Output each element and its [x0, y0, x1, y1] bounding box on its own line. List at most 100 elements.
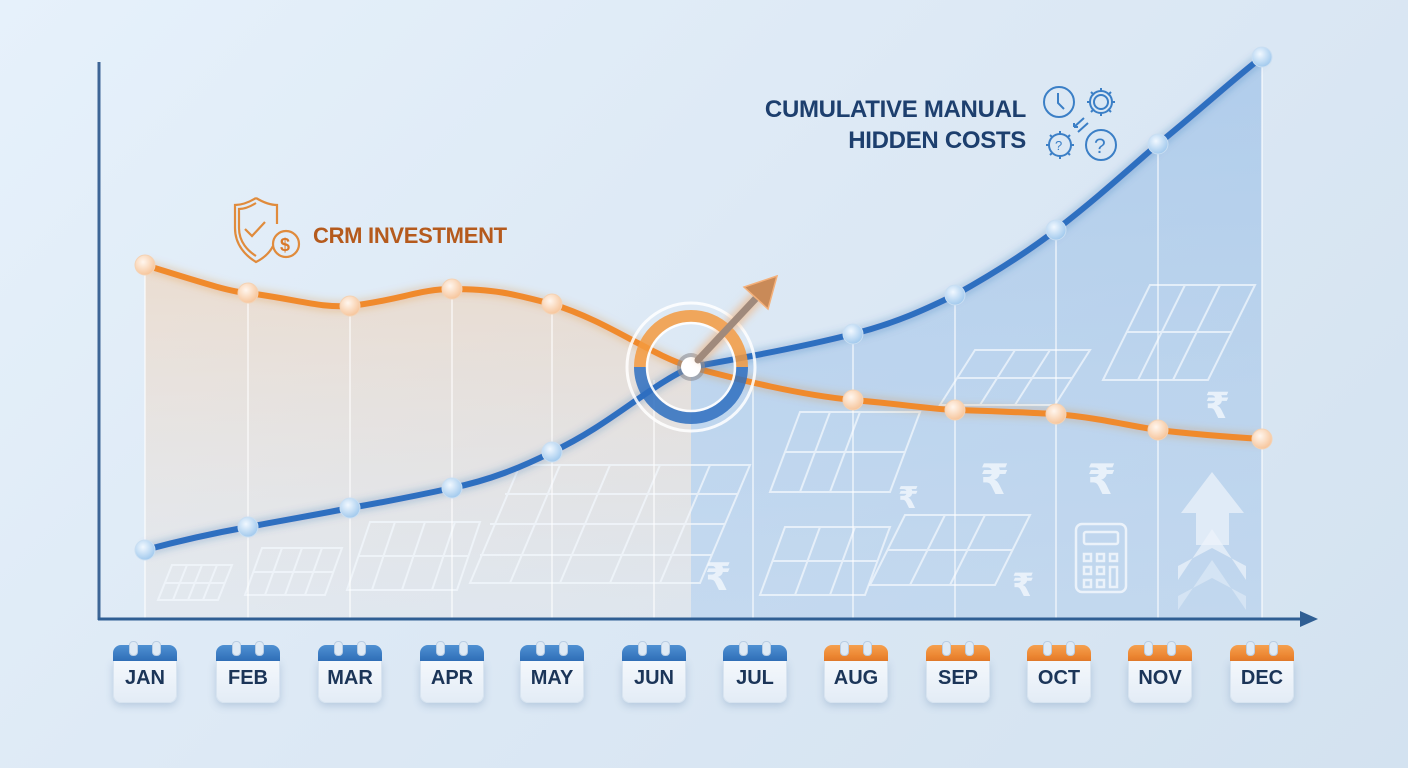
calendar-icon-jul: JUL	[723, 641, 787, 703]
gear-question-icon: ?	[1046, 131, 1074, 159]
calendar-ring	[1043, 641, 1052, 656]
calendar-ring	[1167, 641, 1176, 656]
calendar-ring	[739, 641, 748, 656]
month-label: APR	[430, 667, 474, 689]
calendar-icon-mar: MAR	[318, 641, 382, 703]
calendar-icon-nov: NOV	[1128, 641, 1192, 703]
calendar-ring	[762, 641, 771, 656]
question-circle-icon: ?	[1085, 129, 1117, 161]
calendar-header	[1230, 645, 1294, 661]
calendar-body	[1230, 661, 1294, 703]
calendar-ring	[436, 641, 445, 656]
calendar-body	[113, 661, 177, 703]
calendar-icon-jan: JAN	[113, 641, 177, 703]
calendar-ring	[863, 641, 872, 656]
calendar-ring	[232, 641, 241, 656]
svg-text:₹: ₹	[1205, 386, 1230, 427]
calendar-ring	[129, 641, 138, 656]
calendar-icon-may: MAY	[520, 641, 584, 703]
hidden-costs-label-line2: HIDDEN COSTS	[848, 127, 1026, 154]
calendar-body	[1128, 661, 1192, 703]
calendar-body	[318, 661, 382, 703]
up-arrow-chevrons-icon	[1178, 472, 1246, 610]
svg-text:₹: ₹	[1012, 566, 1034, 604]
calendar-header	[113, 645, 177, 661]
calendar-ring	[536, 641, 545, 656]
calendar-ring	[334, 641, 343, 656]
svg-text:₹: ₹	[705, 555, 731, 599]
gear-icon	[1087, 88, 1115, 116]
calendar-header	[520, 645, 584, 661]
calendar-ring	[1144, 641, 1153, 656]
calendar-body	[926, 661, 990, 703]
calendar-icon-jun: JUN	[622, 641, 686, 703]
calendar-body	[723, 661, 787, 703]
month-label: NOV	[1138, 667, 1182, 689]
month-label: MAR	[327, 667, 373, 689]
calendar-ring	[840, 641, 849, 656]
hidden-cost-data-points	[134, 46, 1273, 561]
calendar-ring	[965, 641, 974, 656]
calendar-header	[216, 645, 280, 661]
calendar-body	[216, 661, 280, 703]
calendar-ring	[152, 641, 161, 656]
month-label: JUL	[736, 667, 774, 689]
month-label: JUN	[633, 667, 674, 689]
calendar-ring	[1066, 641, 1075, 656]
hidden-cost-area-fill	[691, 57, 1262, 619]
calendar-ring	[942, 641, 951, 656]
calendar-icon-sep: SEP	[926, 641, 990, 703]
crm-investment-label: CRM INVESTMENT	[313, 223, 507, 248]
calendar-header	[926, 645, 990, 661]
exchange-arrows-icon	[1073, 117, 1089, 133]
calendar-header	[1128, 645, 1192, 661]
crm-data-points	[134, 254, 1273, 450]
calendar-ring	[661, 641, 670, 656]
svg-text:₹: ₹	[898, 481, 919, 516]
calendar-ring	[459, 641, 468, 656]
x-axis-arrowhead	[1300, 611, 1318, 627]
calendar-header	[824, 645, 888, 661]
calendar-icon-oct: OCT	[1027, 641, 1091, 703]
calendar-header	[318, 645, 382, 661]
calendar-ring	[1269, 641, 1278, 656]
calendar-icon-apr: APR	[420, 641, 484, 703]
calendar-body	[420, 661, 484, 703]
growth-arrow-icon	[692, 274, 779, 365]
calendar-header	[622, 645, 686, 661]
calendar-ring	[357, 641, 366, 656]
rupee-icons: ₹ ₹ ₹ ₹ ₹ ₹	[705, 386, 1230, 604]
svg-text:₹: ₹	[1087, 455, 1116, 504]
calendar-icon-feb: FEB	[216, 641, 280, 703]
month-label: SEP	[937, 667, 979, 689]
calendar-icon-dec: DEC	[1230, 641, 1294, 703]
hidden-cost-icons: ? ?	[1043, 86, 1117, 161]
shield-check-dollar-icon: $	[233, 197, 301, 264]
calendar-header	[420, 645, 484, 661]
month-label: OCT	[1037, 667, 1081, 689]
calendar-ring	[638, 641, 647, 656]
calendar-ring	[559, 641, 568, 656]
calendar-body	[824, 661, 888, 703]
calendar-body	[520, 661, 584, 703]
calculator-icon	[1074, 522, 1128, 594]
hidden-costs-label-line1: CUMULATIVE MANUAL	[764, 96, 1026, 123]
svg-text:₹: ₹	[980, 455, 1009, 504]
month-label: AUG	[833, 667, 879, 689]
month-label: MAY	[530, 667, 574, 689]
calendar-body	[622, 661, 686, 703]
calendar-ring	[1246, 641, 1255, 656]
hidden-costs-label: CUMULATIVE MANUAL HIDDEN COSTS	[765, 94, 1026, 156]
calendar-header	[1027, 645, 1091, 661]
month-label: JAN	[124, 667, 165, 689]
calendar-body	[1027, 661, 1091, 703]
month-label: FEB	[228, 667, 268, 689]
svg-text:?: ?	[1094, 135, 1106, 158]
calendar-header	[723, 645, 787, 661]
calendar-ring	[255, 641, 264, 656]
svg-text:?: ?	[1055, 138, 1062, 153]
month-label: DEC	[1240, 667, 1284, 689]
crm-area-fill	[145, 265, 691, 619]
calendar-icon-aug: AUG	[824, 641, 888, 703]
